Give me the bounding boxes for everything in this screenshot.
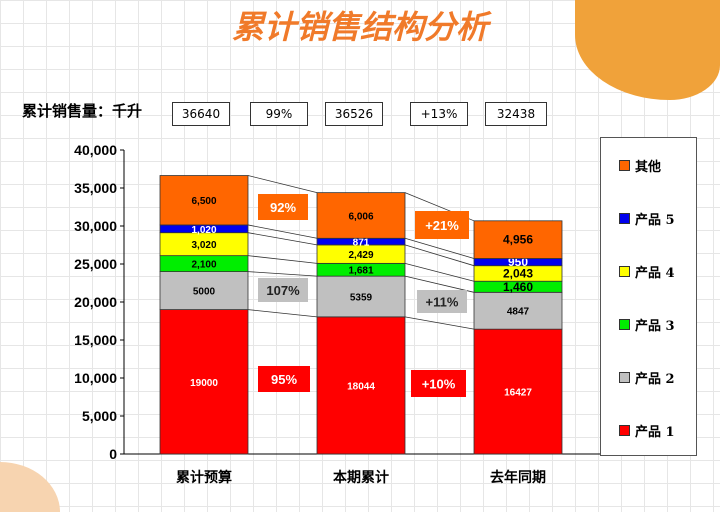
connector-line bbox=[404, 237, 475, 259]
summary-growth: +13% bbox=[410, 102, 468, 126]
connector-line bbox=[404, 316, 475, 330]
y-tick-label: 5,000 bbox=[82, 408, 117, 424]
y-tick-label: 30,000 bbox=[74, 218, 117, 234]
legend-label: 产品 2 bbox=[635, 372, 675, 387]
data-label: 2,100 bbox=[191, 260, 216, 271]
data-label: 18044 bbox=[347, 381, 375, 392]
annotation-box bbox=[411, 370, 466, 397]
summary-budget: 36640 bbox=[172, 102, 230, 126]
legend-swatch bbox=[619, 425, 630, 436]
annotation-box bbox=[258, 194, 308, 220]
bar-segment bbox=[159, 271, 249, 311]
x-tick-label: 本期累计 bbox=[333, 469, 389, 486]
x-tick-label: 累计预算 bbox=[176, 469, 232, 486]
page-title: 累计销售结构分析 bbox=[231, 8, 488, 46]
connector-line bbox=[247, 175, 318, 194]
connector-line bbox=[404, 244, 475, 267]
y-tick-label: 35,000 bbox=[74, 180, 117, 196]
connector-line bbox=[247, 232, 318, 246]
summary-current: 36526 bbox=[325, 102, 383, 126]
y-tick-label: 25,000 bbox=[74, 256, 117, 272]
legend-label: 产品 1 bbox=[635, 425, 675, 440]
legend-item: 产品 1 bbox=[619, 421, 675, 440]
annotation-box bbox=[258, 366, 310, 392]
data-label: 6,006 bbox=[348, 211, 373, 222]
legend-item: 其他 bbox=[619, 156, 661, 175]
data-label: 6,500 bbox=[191, 196, 216, 207]
legend: 其他产品 5 产品 4 产品 3 产品 2 产品 1 bbox=[600, 137, 697, 456]
bar-segment bbox=[316, 275, 406, 318]
bar-segment bbox=[159, 309, 249, 455]
bar-segment bbox=[473, 220, 563, 259]
data-label: 871 bbox=[353, 238, 370, 249]
legend-swatch bbox=[619, 160, 630, 171]
y-tick-label: 15,000 bbox=[74, 332, 117, 348]
legend-swatch bbox=[619, 213, 630, 224]
connector-line bbox=[247, 271, 318, 277]
bar-segment bbox=[316, 316, 406, 455]
annotation-label: +21% bbox=[425, 218, 459, 233]
y-tick-label: 20,000 bbox=[74, 294, 117, 310]
data-label: 4,956 bbox=[503, 233, 533, 247]
legend-label: 产品 5 bbox=[635, 213, 675, 228]
data-label: 1,020 bbox=[191, 225, 216, 236]
connector-line bbox=[247, 309, 318, 318]
annotation-label: 107% bbox=[266, 283, 300, 298]
legend-label: 其他 bbox=[635, 160, 662, 175]
data-label: 3,020 bbox=[191, 240, 216, 251]
legend-swatch bbox=[619, 266, 630, 277]
annotation-box bbox=[417, 290, 467, 313]
legend-label: 产品 4 bbox=[635, 266, 675, 281]
data-label: 4847 bbox=[507, 307, 530, 318]
data-label: 1,681 bbox=[348, 266, 373, 277]
legend-swatch bbox=[619, 319, 630, 330]
data-label: 16427 bbox=[504, 388, 532, 399]
connector-line bbox=[404, 262, 475, 282]
y-tick-label: 0 bbox=[109, 446, 117, 462]
annotation-label: 95% bbox=[271, 372, 297, 387]
legend-label: 产品 3 bbox=[635, 319, 675, 334]
y-tick-label: 10,000 bbox=[74, 370, 117, 386]
summary-budget-ratio: 99% bbox=[250, 102, 308, 126]
legend-item: 产品 4 bbox=[619, 262, 675, 281]
legend-item: 产品 2 bbox=[619, 368, 675, 387]
data-label: 2,429 bbox=[348, 250, 373, 261]
legend-item: 产品 5 bbox=[619, 209, 675, 228]
annotation-box bbox=[415, 211, 469, 239]
data-label: 19000 bbox=[190, 378, 218, 389]
bar-segment bbox=[159, 175, 249, 226]
summary-last-year: 32438 bbox=[485, 102, 547, 126]
bar-segment bbox=[473, 328, 563, 455]
annotation-label: +10% bbox=[422, 377, 456, 392]
annotation-box bbox=[258, 278, 308, 302]
data-label: 1,460 bbox=[503, 280, 533, 294]
connector-line bbox=[247, 255, 318, 264]
legend-item: 产品 3 bbox=[619, 315, 675, 334]
data-label: 5359 bbox=[350, 293, 373, 304]
annotation-label: +11% bbox=[426, 295, 459, 310]
data-label: 5000 bbox=[193, 287, 216, 298]
legend-swatch bbox=[619, 372, 630, 383]
bar-segment bbox=[316, 192, 406, 239]
annotation-label: 92% bbox=[270, 200, 296, 215]
data-label: 2,043 bbox=[503, 266, 533, 280]
bar-segment bbox=[473, 291, 563, 330]
connector-line bbox=[404, 275, 475, 293]
y-tick-label: 40,000 bbox=[74, 142, 117, 158]
x-tick-label: 去年同期 bbox=[490, 469, 546, 486]
unit-label: 累计销售量：千升 bbox=[22, 102, 143, 120]
connector-line bbox=[247, 224, 318, 239]
